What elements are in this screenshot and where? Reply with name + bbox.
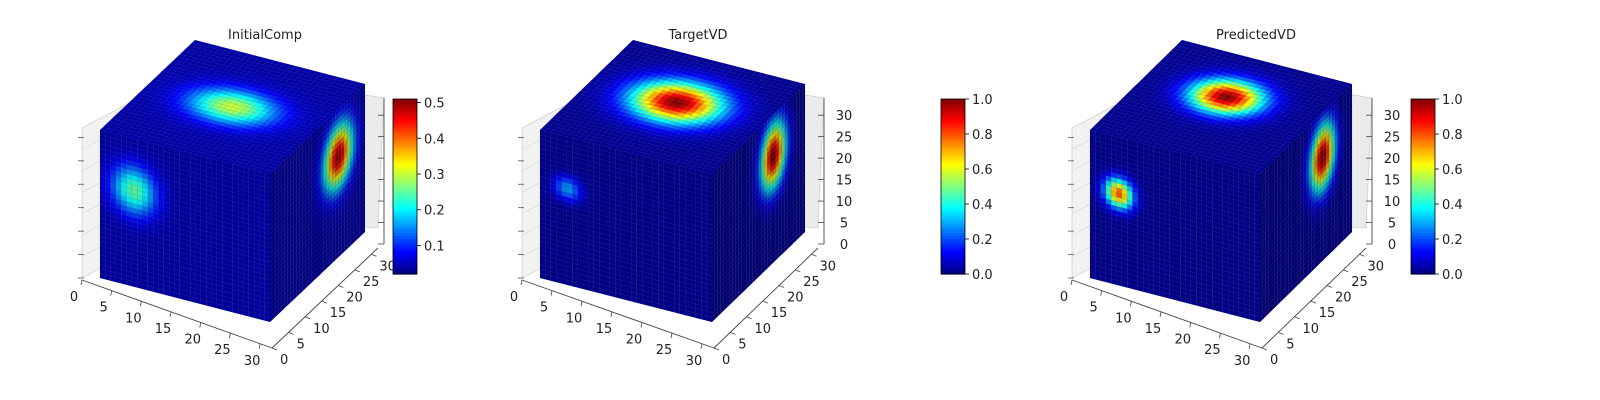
x-tick	[169, 311, 172, 317]
x-tick	[258, 343, 261, 349]
colorbar: 0.1 0.2 0.3 0.4 0.5	[392, 97, 445, 275]
y-tick	[288, 332, 294, 335]
x-tick-label: 20	[184, 333, 201, 348]
y-tick-label: 15	[330, 306, 347, 321]
x-tick-label: 30	[244, 354, 261, 369]
z-axis-left	[78, 136, 84, 279]
x-tick	[110, 290, 113, 296]
colorbar-tick-label: 0.2	[424, 204, 445, 219]
x-tick-label: 10	[125, 311, 142, 326]
front-face	[99, 129, 271, 323]
x-tick-label: 0	[70, 290, 78, 305]
y-tick	[271, 347, 278, 351]
y-tick	[354, 269, 360, 273]
y-tick-label: 25	[363, 275, 380, 290]
colorbar-tick-label: 0.3	[424, 168, 445, 183]
x-tick	[199, 322, 202, 328]
x-tick	[80, 279, 83, 286]
colorbar-tick-label: 0.4	[424, 132, 445, 147]
y-tick-label: 10	[313, 322, 330, 337]
x-tick	[229, 333, 231, 339]
panel-title: TargetVD	[667, 28, 727, 43]
y-tick	[338, 285, 344, 288]
y-tick-label: 0	[280, 353, 288, 368]
x-tick	[139, 301, 142, 307]
y-tick-label: 20	[346, 291, 363, 306]
x-tick-label: 25	[214, 343, 231, 358]
voxel-cube	[99, 39, 366, 323]
y-tick	[371, 253, 377, 257]
panel-title: InitialComp	[228, 28, 302, 43]
y-tick	[321, 300, 327, 304]
x-tick-label: 5	[100, 301, 108, 316]
colorbar-tick-label: 0.5	[424, 97, 445, 112]
y-tick	[304, 316, 311, 320]
colorbar-tick-label: 0.1	[424, 239, 445, 254]
y-tick-label: 5	[297, 337, 305, 352]
x-tick-label: 15	[155, 322, 172, 337]
voxel-cube	[539, 39, 806, 323]
